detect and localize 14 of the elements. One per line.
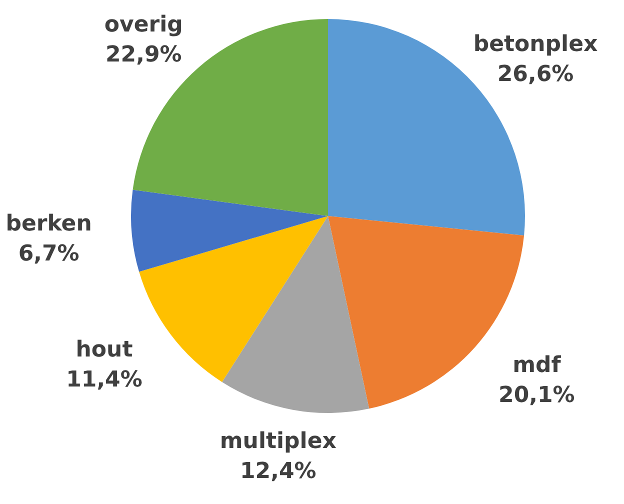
pie-slice xyxy=(222,216,370,413)
slice-label: berken xyxy=(6,211,92,236)
data-label: 22,9% xyxy=(105,42,182,68)
slice-label: overig xyxy=(104,12,183,38)
data-label: 20,1% xyxy=(498,382,575,408)
slice-label: betonplex xyxy=(473,32,598,57)
data-label: 12,4% xyxy=(240,459,316,484)
slice-label: hout xyxy=(76,337,134,362)
data-label: 11,4% xyxy=(66,367,142,392)
slice-label: multiplex xyxy=(220,429,336,454)
data-label: 6,7% xyxy=(18,241,80,266)
pie-slice xyxy=(131,190,328,272)
data-label: 26,6% xyxy=(497,62,574,87)
slice-label: mdf xyxy=(512,352,562,378)
